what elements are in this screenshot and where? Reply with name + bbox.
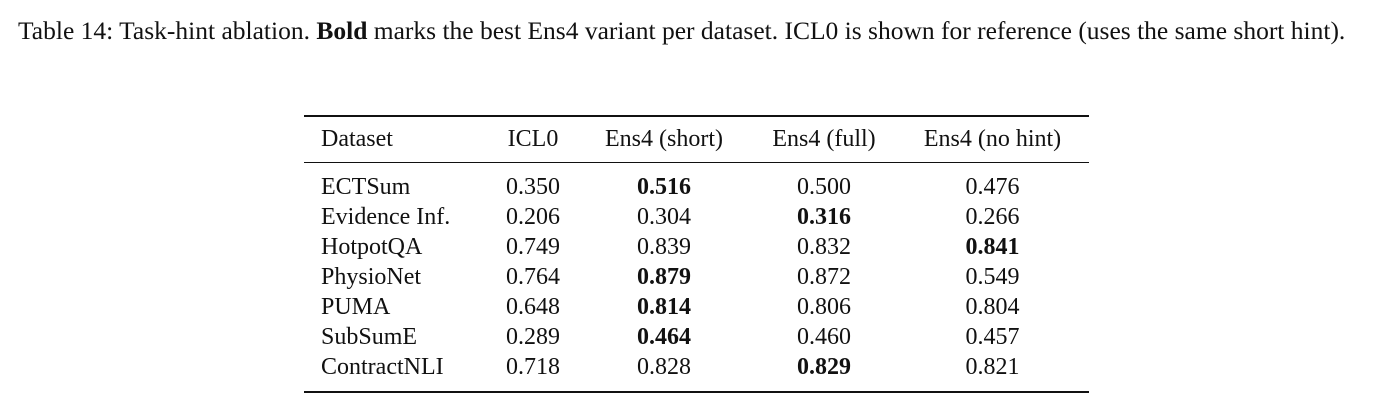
value-cell: 0.500 <box>797 174 851 200</box>
dataset-cell: ECTSum <box>321 174 411 200</box>
table-row: ContractNLI 0.718 0.828 0.829 0.821 <box>304 352 1089 392</box>
value-cell: 0.476 <box>965 174 1020 200</box>
dataset-cell: PhysioNet <box>321 264 422 290</box>
caption: Table 14: Task-hint ablation. Bold marks… <box>18 10 1383 52</box>
caption-text: Table 14: Task-hint ablation. <box>18 16 317 45</box>
value-cell: 0.872 <box>797 264 851 290</box>
value-cell: 0.549 <box>965 264 1020 290</box>
value-cell: 0.821 <box>965 354 1020 380</box>
caption-text: marks the best Ens4 variant per dataset.… <box>367 16 1346 45</box>
value-cell: 0.316 <box>797 204 851 230</box>
table-row: ECTSum 0.350 0.516 0.500 0.476 <box>304 163 1089 203</box>
dataset-cell: SubSumE <box>321 324 418 350</box>
table-row: Evidence Inf. 0.206 0.304 0.316 0.266 <box>304 202 1089 232</box>
caption-bold: Bold <box>316 16 368 45</box>
dataset-cell: ContractNLI <box>321 354 444 380</box>
value-cell: 0.304 <box>637 204 691 230</box>
value-cell: 0.879 <box>637 264 691 290</box>
value-cell: 0.828 <box>637 354 691 380</box>
value-cell: 0.350 <box>506 174 560 200</box>
value-cell: 0.718 <box>506 354 560 380</box>
value-cell: 0.516 <box>637 174 691 200</box>
value-cell: 0.648 <box>506 294 560 320</box>
header-cell: Ens4 (no hint) <box>896 116 1089 163</box>
header-cell: ICL0 <box>490 116 576 163</box>
value-cell: 0.804 <box>965 294 1020 320</box>
table-row: HotpotQA 0.749 0.839 0.832 0.841 <box>304 232 1089 262</box>
dataset-cell: PUMA <box>321 294 391 320</box>
table-row: SubSumE 0.289 0.464 0.460 0.457 <box>304 322 1089 352</box>
value-cell: 0.457 <box>965 324 1020 350</box>
value-cell: 0.266 <box>965 204 1020 230</box>
value-cell: 0.832 <box>797 234 851 260</box>
table-row: PhysioNet 0.764 0.879 0.872 0.549 <box>304 262 1089 292</box>
value-cell: 0.806 <box>797 294 851 320</box>
value-cell: 0.839 <box>637 234 691 260</box>
table-body: ECTSum 0.350 0.516 0.500 0.476 Evidence Inf. 0… <box>304 163 1089 393</box>
value-cell: 0.464 <box>637 324 691 350</box>
value-cell: 0.749 <box>506 234 560 260</box>
value-cell: 0.206 <box>506 204 560 230</box>
dataset-cell: Evidence Inf. <box>321 204 451 230</box>
value-cell: 0.289 <box>506 324 560 350</box>
dataset-cell: HotpotQA <box>321 234 423 260</box>
value-cell: 0.841 <box>965 234 1020 260</box>
value-cell: 0.829 <box>797 354 851 380</box>
results-table: Dataset ICL0 Ens4 (short) Ens4 (full) Ens4 (… <box>304 115 1089 393</box>
value-cell: 0.460 <box>797 324 851 350</box>
header-cell: Dataset <box>304 116 490 163</box>
value-cell: 0.764 <box>506 264 560 290</box>
header-cell: Ens4 (short) <box>576 116 752 163</box>
value-cell: 0.814 <box>637 294 691 320</box>
table-row: PUMA 0.648 0.814 0.806 0.804 <box>304 292 1089 322</box>
header-row: Dataset ICL0 Ens4 (short) Ens4 (full) Ens4 (… <box>304 116 1089 163</box>
header-cell: Ens4 (full) <box>752 116 896 163</box>
